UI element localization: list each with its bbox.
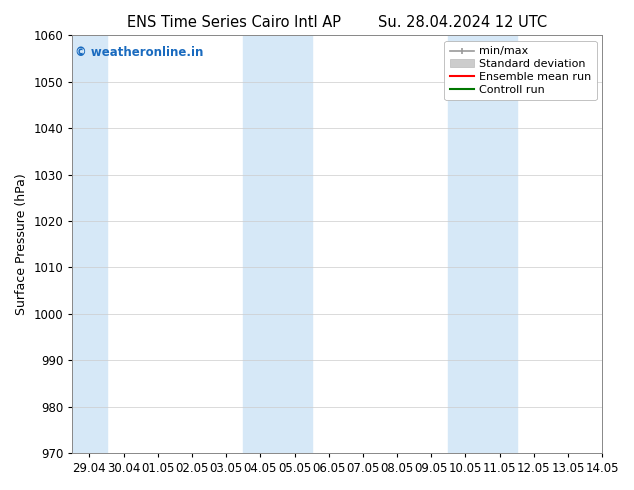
Title: ENS Time Series Cairo Intl AP        Su. 28.04.2024 12 UTC: ENS Time Series Cairo Intl AP Su. 28.04.… xyxy=(127,15,547,30)
Text: © weatheronline.in: © weatheronline.in xyxy=(75,46,204,59)
Bar xyxy=(448,35,517,453)
Legend: min/max, Standard deviation, Ensemble mean run, Controll run: min/max, Standard deviation, Ensemble me… xyxy=(444,41,597,100)
Bar xyxy=(243,35,312,453)
Bar xyxy=(72,35,107,453)
Y-axis label: Surface Pressure (hPa): Surface Pressure (hPa) xyxy=(15,173,28,315)
